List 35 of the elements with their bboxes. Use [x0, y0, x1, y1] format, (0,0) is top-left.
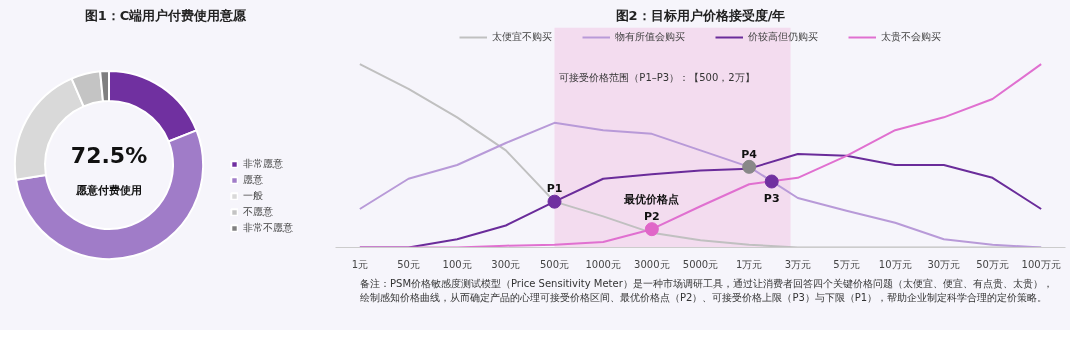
annotation: P4 [741, 147, 758, 161]
x-tick-label: 500元 [539, 258, 570, 270]
x-tick-label: 3万元 [784, 258, 812, 270]
x-tick-label: 3000元 [634, 258, 670, 270]
legend-label: 非常愿意 [243, 157, 283, 171]
legend-label: 价较高但仍购买 [748, 30, 818, 44]
x-tick-label: 5000元 [682, 258, 719, 270]
x-tick-label: 300元 [491, 258, 521, 270]
x-tick-label: 1000元 [585, 258, 621, 270]
x-tick-label: 10万元 [878, 258, 912, 270]
legend-label: 一般 [243, 189, 263, 203]
x-tick-label: 1万元 [735, 258, 763, 270]
legend-label: 愿意 [243, 173, 263, 187]
text: 愿意付费使用 [75, 183, 143, 197]
legend-label: 非常不愿意 [243, 221, 293, 235]
annotation: P1 [546, 182, 563, 196]
x-tick-label: 50元 [397, 258, 420, 270]
legend-label: 太贵不会购买 [881, 30, 941, 44]
chart-title: 图1：C端用户付费使用意愿 [84, 7, 248, 23]
legend-label: 物有所值会购买 [615, 30, 685, 44]
annotation: P3 [763, 191, 780, 205]
legend-label: 不愿意 [243, 205, 273, 219]
chart-title: 图2：目标用户价格接受度/年 [615, 7, 786, 23]
x-tick-label: 100元 [442, 258, 472, 270]
legend-label: 太便宜不购买 [492, 30, 552, 44]
x-tick-label: 30万元 [927, 258, 961, 270]
annotation: 最优价格点 [623, 193, 680, 207]
text: 72.5% [70, 143, 148, 169]
x-tick-label: 1元 [351, 258, 369, 270]
x-tick-label: 100万元 [1021, 258, 1061, 270]
x-tick-label: 5万元 [833, 258, 860, 270]
x-tick-label: 50万元 [976, 258, 1009, 270]
band-label: 可接受价格范围（P1–P3）：【500，2万】 [559, 71, 755, 83]
annotation: P2 [643, 209, 660, 223]
text: 备注：PSM价格敏感度测试模型（Price Sensitivity Meter）是一种市场调研工具，通过让消费者回答四个关键价格问题（太便宜、便宜、有点贵、太贵），绘制感知价格曲线，从而确定产品的心理可接受价格区间、最优价格点（P2）、可接受价格上限（P3）与下限（P1），帮助企业制定科学合理的定价策略。 [360, 277, 1054, 305]
